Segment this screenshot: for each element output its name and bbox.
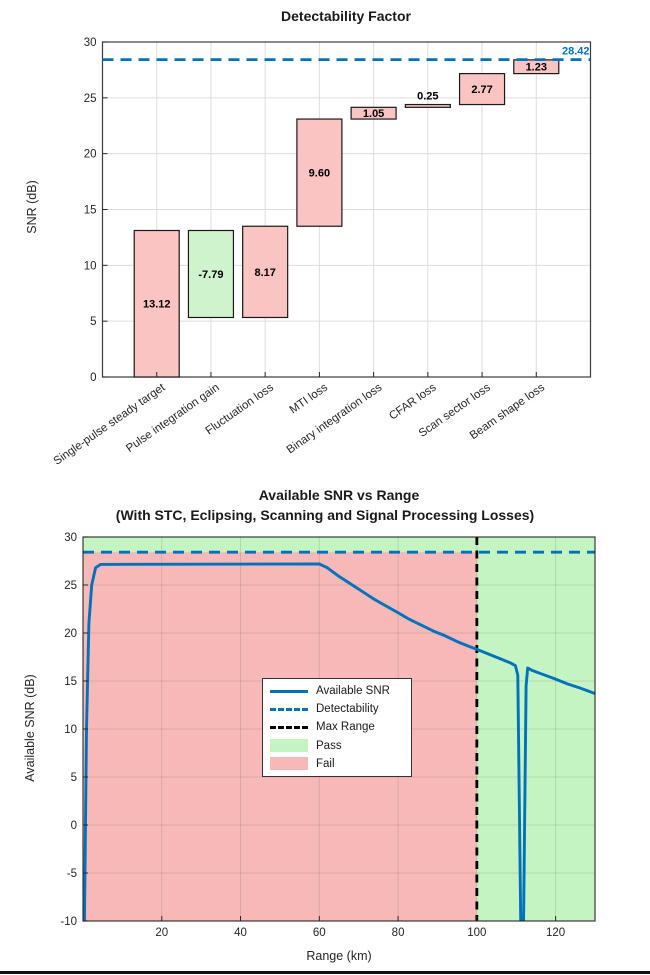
bar-value-label: 8.17 <box>254 267 275 279</box>
y-tick-label: 30 <box>84 37 97 49</box>
waterfall-bar <box>404 103 451 108</box>
y-tick-label: 10 <box>64 724 77 736</box>
x-tick-label: 60 <box>313 927 326 939</box>
y-tick-label: 30 <box>64 532 77 544</box>
snr-x-axis-label: Range (km) <box>306 949 372 963</box>
x-category-label: MTI loss <box>288 381 331 416</box>
x-category-label: CFAR loss <box>387 381 439 422</box>
bar-value-label: 13.12 <box>143 299 171 311</box>
bar-value-label: 2.77 <box>471 84 492 96</box>
waterfall-bar <box>187 229 235 319</box>
x-category-label: Binary integration loss <box>285 381 385 456</box>
waterfall-chart-title: Detectability Factor <box>281 8 411 24</box>
solid-blue-line-icon <box>270 684 308 698</box>
snr-curve <box>83 562 595 921</box>
x-tick-label: 20 <box>155 927 168 939</box>
figure-bottom-border <box>0 971 650 974</box>
y-tick-label: 20 <box>84 149 97 161</box>
snr-chart-title: Available SNR vs Range <box>258 487 420 503</box>
waterfall-bar <box>296 118 343 227</box>
snr-chart-subtitle: (With STC, Eclipsing, Scanning and Signa… <box>115 507 535 523</box>
waterfall-y-axis-label: SNR (dB) <box>25 180 39 234</box>
bar-value-label: 1.05 <box>363 108 384 120</box>
y-tick-label: 0 <box>90 372 96 384</box>
y-tick-label: 0 <box>71 820 77 832</box>
waterfall-chart-svg: 13.12 -7.79 8.17 9.60 1.05 0.25 2.77 1.23 28.42 0… <box>52 37 592 468</box>
waterfall-bar <box>242 225 289 319</box>
bar-value-label: 0.25 <box>417 91 438 103</box>
legend-item-available-snr: Available SNR <box>263 682 411 700</box>
y-tick-label: 15 <box>64 676 77 688</box>
y-tick-label: 10 <box>84 260 97 272</box>
dashed-black-line-icon <box>270 720 308 734</box>
legend-item-max-range: Max Range <box>263 718 411 736</box>
x-tick-label: 40 <box>234 927 247 939</box>
dashed-blue-line-icon <box>270 702 308 716</box>
x-category-label: Single-pulse steady target <box>52 381 168 468</box>
bar-value-label: 1.23 <box>526 62 547 74</box>
y-tick-label: 5 <box>90 316 96 328</box>
y-tick-label: -10 <box>60 916 77 928</box>
y-tick-label: 25 <box>84 93 97 105</box>
legend-item-pass: Pass <box>263 737 411 755</box>
x-category-label: Pulse integration gain <box>124 382 221 455</box>
waterfall-bar <box>350 106 397 120</box>
y-tick-label: 5 <box>71 772 77 784</box>
waterfall-bar <box>458 73 506 106</box>
bar-value-label: 9.60 <box>309 168 330 180</box>
y-tick-label: -5 <box>67 868 77 880</box>
y-tick-label: 20 <box>64 628 77 640</box>
green-patch-icon <box>270 739 308 753</box>
legend-item-detectability: Detectability <box>263 700 411 718</box>
y-tick-label: 15 <box>84 205 97 217</box>
legend-box: Available SNR Detectability Max Range Pa… <box>262 678 412 777</box>
x-tick-label: 80 <box>392 927 405 939</box>
detectability-value-label: 28.42 <box>562 46 590 58</box>
bar-value-label: -7.79 <box>198 269 223 281</box>
legend-item-fail: Fail <box>263 755 411 773</box>
y-tick-label: 25 <box>64 580 77 592</box>
x-tick-label: 100 <box>467 927 486 939</box>
snr-y-axis-label: Available SNR (dB) <box>23 674 37 782</box>
x-tick-label: 120 <box>546 927 565 939</box>
red-patch-icon <box>270 757 308 771</box>
